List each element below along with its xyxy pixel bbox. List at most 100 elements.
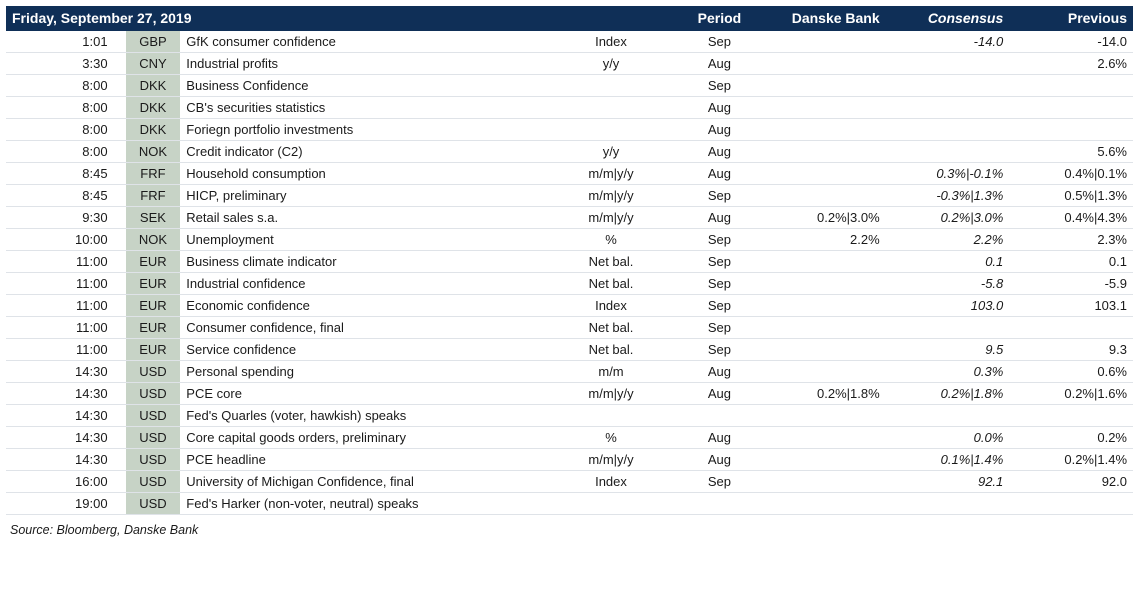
- cell-consensus: 0.1%|1.4%: [886, 449, 1010, 471]
- cell-danske: [768, 97, 886, 119]
- cell-event: Consumer confidence, final: [180, 317, 551, 339]
- table-row: 8:00DKKForiegn portfolio investmentsAug: [6, 119, 1133, 141]
- table-row: 9:30SEKRetail sales s.a.m/m|y/yAug0.2%|3…: [6, 207, 1133, 229]
- cell-time: 8:00: [6, 141, 126, 163]
- cell-time: 8:00: [6, 75, 126, 97]
- cell-unit: m/m|y/y: [551, 449, 671, 471]
- cell-previous: 2.3%: [1009, 229, 1133, 251]
- cell-time: 14:30: [6, 449, 126, 471]
- cell-event: Fed's Quarles (voter, hawkish) speaks: [180, 405, 551, 427]
- cell-previous: 5.6%: [1009, 141, 1133, 163]
- cell-time: 8:00: [6, 119, 126, 141]
- cell-event: Retail sales s.a.: [180, 207, 551, 229]
- table-row: 14:30USDPCE corem/m|y/yAug0.2%|1.8%0.2%|…: [6, 383, 1133, 405]
- cell-period: Sep: [671, 75, 768, 97]
- cell-period: Sep: [671, 339, 768, 361]
- table-row: 11:00EURBusiness climate indicatorNet ba…: [6, 251, 1133, 273]
- cell-time: 19:00: [6, 493, 126, 515]
- cell-period: Aug: [671, 427, 768, 449]
- cell-period: Aug: [671, 383, 768, 405]
- cell-danske: [768, 119, 886, 141]
- cell-consensus: 9.5: [886, 339, 1010, 361]
- cell-previous: 0.2%: [1009, 427, 1133, 449]
- cell-period: Aug: [671, 361, 768, 383]
- cell-currency: FRF: [126, 163, 181, 185]
- cell-currency: GBP: [126, 31, 181, 53]
- table-body: 1:01GBPGfK consumer confidenceIndexSep-1…: [6, 31, 1133, 515]
- cell-unit: [551, 119, 671, 141]
- cell-time: 14:30: [6, 361, 126, 383]
- cell-event: Personal spending: [180, 361, 551, 383]
- cell-unit: %: [551, 229, 671, 251]
- cell-unit: Net bal.: [551, 273, 671, 295]
- cell-time: 3:30: [6, 53, 126, 75]
- cell-previous: 0.1: [1009, 251, 1133, 273]
- cell-previous: [1009, 75, 1133, 97]
- cell-consensus: -14.0: [886, 31, 1010, 53]
- cell-period: Sep: [671, 273, 768, 295]
- cell-period: Aug: [671, 119, 768, 141]
- cell-previous: 0.2%|1.6%: [1009, 383, 1133, 405]
- cell-unit: [551, 493, 671, 515]
- cell-consensus: -5.8: [886, 273, 1010, 295]
- cell-currency: NOK: [126, 141, 181, 163]
- cell-event: Fed's Harker (non-voter, neutral) speaks: [180, 493, 551, 515]
- cell-period: Sep: [671, 229, 768, 251]
- cell-unit: Net bal.: [551, 317, 671, 339]
- cell-danske: [768, 53, 886, 75]
- cell-time: 1:01: [6, 31, 126, 53]
- table-row: 11:00EURConsumer confidence, finalNet ba…: [6, 317, 1133, 339]
- cell-danske: [768, 339, 886, 361]
- cell-unit: [551, 75, 671, 97]
- table-row: 8:45FRFHousehold consumptionm/m|y/yAug0.…: [6, 163, 1133, 185]
- table-row: 11:00EURService confidenceNet bal.Sep9.5…: [6, 339, 1133, 361]
- cell-unit: m/m: [551, 361, 671, 383]
- cell-unit: y/y: [551, 53, 671, 75]
- cell-danske: [768, 493, 886, 515]
- cell-event: Unemployment: [180, 229, 551, 251]
- cell-consensus: 2.2%: [886, 229, 1010, 251]
- cell-time: 8:45: [6, 185, 126, 207]
- cell-danske: 2.2%: [768, 229, 886, 251]
- table-row: 11:00EURIndustrial confidenceNet bal.Sep…: [6, 273, 1133, 295]
- cell-danske: [768, 317, 886, 339]
- cell-currency: DKK: [126, 97, 181, 119]
- table-row: 16:00USDUniversity of Michigan Confidenc…: [6, 471, 1133, 493]
- cell-consensus: [886, 317, 1010, 339]
- cell-event: Business climate indicator: [180, 251, 551, 273]
- cell-previous: 0.2%|1.4%: [1009, 449, 1133, 471]
- cell-previous: -5.9: [1009, 273, 1133, 295]
- cell-consensus: 0.2%|3.0%: [886, 207, 1010, 229]
- cell-consensus: 0.2%|1.8%: [886, 383, 1010, 405]
- cell-unit: [551, 97, 671, 119]
- header-row: Friday, September 27, 2019 Period Danske…: [6, 6, 1133, 31]
- cell-danske: 0.2%|3.0%: [768, 207, 886, 229]
- cell-time: 11:00: [6, 339, 126, 361]
- table-row: 8:00NOKCredit indicator (C2)y/yAug5.6%: [6, 141, 1133, 163]
- cell-currency: USD: [126, 493, 181, 515]
- table-row: 3:30CNYIndustrial profitsy/yAug2.6%: [6, 53, 1133, 75]
- cell-event: Credit indicator (C2): [180, 141, 551, 163]
- cell-event: PCE headline: [180, 449, 551, 471]
- cell-period: Sep: [671, 317, 768, 339]
- cell-period: Sep: [671, 295, 768, 317]
- cell-event: Core capital goods orders, preliminary: [180, 427, 551, 449]
- cell-currency: USD: [126, 405, 181, 427]
- cell-currency: FRF: [126, 185, 181, 207]
- cell-currency: USD: [126, 471, 181, 493]
- cell-time: 16:00: [6, 471, 126, 493]
- table-row: 8:00DKKBusiness ConfidenceSep: [6, 75, 1133, 97]
- cell-event: HICP, preliminary: [180, 185, 551, 207]
- table-row: 10:00NOKUnemployment%Sep2.2%2.2%2.3%: [6, 229, 1133, 251]
- cell-period: [671, 493, 768, 515]
- cell-period: Sep: [671, 31, 768, 53]
- cell-consensus: 0.3%|-0.1%: [886, 163, 1010, 185]
- cell-period: Aug: [671, 141, 768, 163]
- cell-danske: [768, 273, 886, 295]
- cell-consensus: 0.3%: [886, 361, 1010, 383]
- cell-danske: [768, 471, 886, 493]
- cell-previous: 0.6%: [1009, 361, 1133, 383]
- cell-unit: %: [551, 427, 671, 449]
- cell-consensus: [886, 141, 1010, 163]
- header-period: Period: [671, 6, 768, 31]
